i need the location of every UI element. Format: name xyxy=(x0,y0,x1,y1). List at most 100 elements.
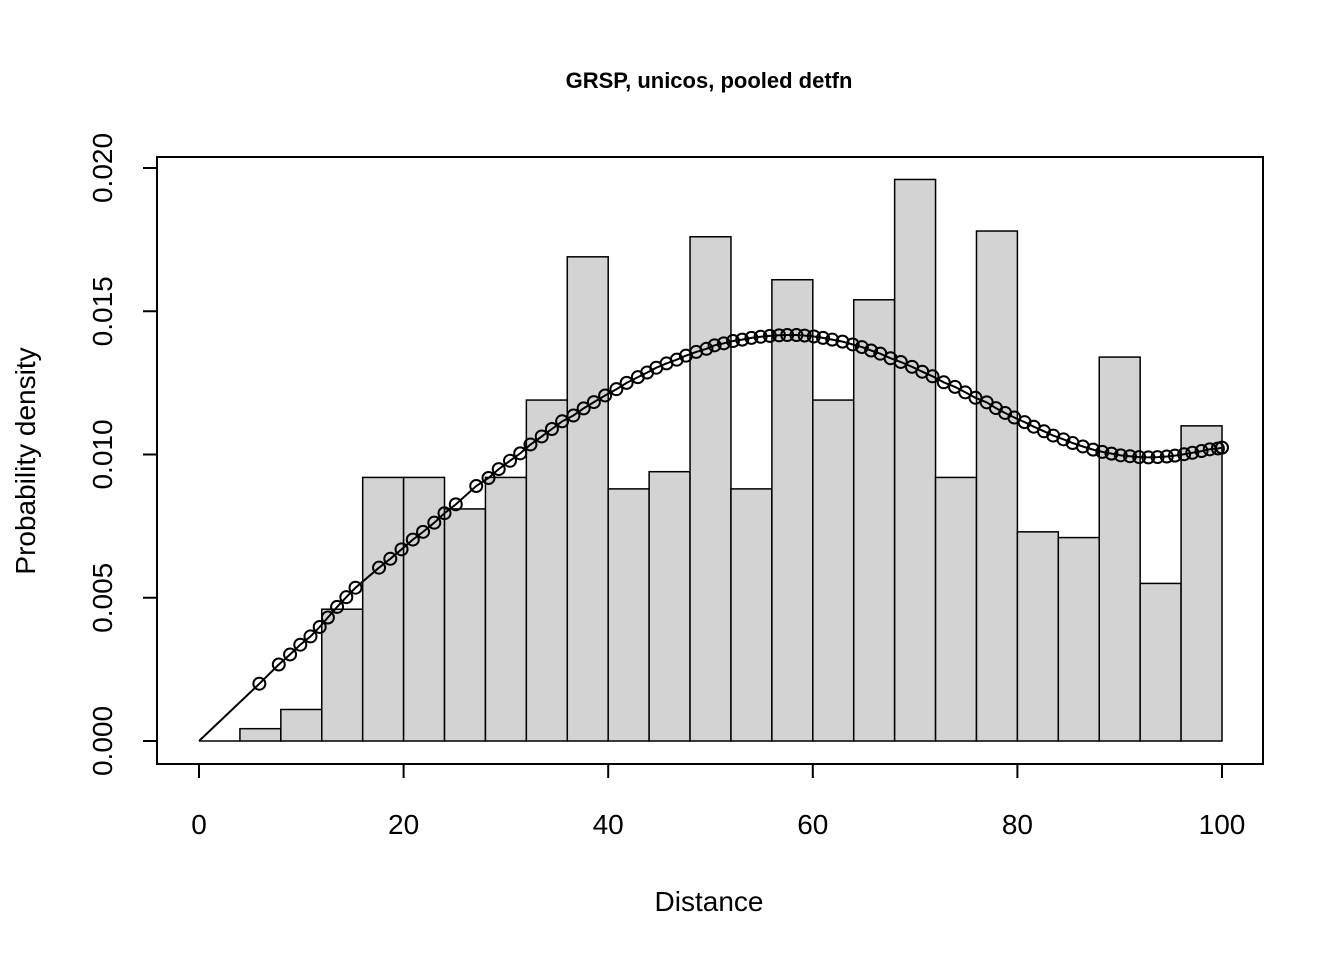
curve-point xyxy=(534,429,549,444)
curve-point xyxy=(544,422,559,437)
x-tick-label: 40 xyxy=(593,809,624,840)
curve-point xyxy=(271,657,286,672)
curve-point xyxy=(513,446,528,461)
curve-point xyxy=(348,580,363,595)
y-tick-label: 0.015 xyxy=(87,276,118,346)
histogram-bar xyxy=(280,708,323,742)
curve-point xyxy=(609,382,624,397)
curve-point xyxy=(780,328,795,343)
curve-point xyxy=(1104,446,1119,461)
curve-point xyxy=(330,599,345,614)
curve-point xyxy=(416,524,431,539)
histogram-bar xyxy=(607,488,650,742)
histogram-bar xyxy=(361,476,405,742)
curve-point xyxy=(303,629,318,644)
curve-point xyxy=(405,532,420,547)
curve-point xyxy=(753,329,768,344)
curve-point xyxy=(1086,442,1101,457)
histogram-bar xyxy=(402,476,446,742)
histogram-bar xyxy=(648,470,691,742)
y-axis-label: Probability density xyxy=(10,347,41,574)
curve-point xyxy=(797,328,812,343)
histogram-bar xyxy=(812,399,855,742)
curve-point xyxy=(383,551,398,566)
curve-point xyxy=(555,414,570,429)
curve-point xyxy=(762,328,777,343)
curve-point xyxy=(469,479,484,494)
curve-point xyxy=(735,332,750,347)
curve-point xyxy=(491,462,506,477)
histogram-bar xyxy=(321,608,364,742)
histogram-bar xyxy=(975,230,1019,742)
curve-point xyxy=(586,395,601,410)
histogram-bar xyxy=(525,399,569,742)
histogram-bar xyxy=(893,178,937,742)
curve-point xyxy=(1122,449,1137,464)
curve-point xyxy=(619,375,634,390)
curve-point xyxy=(481,470,496,485)
histogram-bar xyxy=(566,256,609,742)
y-tick-label: 0.000 xyxy=(87,706,118,776)
curve-point xyxy=(1141,450,1156,465)
curve-point xyxy=(598,388,613,403)
curve-point xyxy=(893,354,908,369)
curve-point xyxy=(726,334,741,349)
curve-point xyxy=(293,637,308,652)
curve-point xyxy=(1159,449,1174,464)
curve-point xyxy=(320,610,335,625)
curve-point xyxy=(523,437,538,452)
curve-point xyxy=(772,328,787,343)
x-tick-label: 0 xyxy=(191,809,207,840)
curve-point xyxy=(707,338,722,353)
curve-point xyxy=(789,328,804,343)
x-axis-label: Distance xyxy=(655,886,764,917)
histogram-bar xyxy=(443,508,487,742)
curve-point xyxy=(566,408,581,423)
curve-point xyxy=(427,515,442,530)
curve-point xyxy=(744,330,759,345)
curve-point xyxy=(864,343,879,358)
y-tick-label: 0.010 xyxy=(87,419,118,489)
curve-point xyxy=(925,369,940,384)
histogram-bar xyxy=(771,278,814,742)
curve-point xyxy=(437,506,452,521)
histogram-bar xyxy=(1098,356,1141,742)
curve-point xyxy=(394,542,409,557)
curve-point xyxy=(252,676,267,691)
histogram-bar xyxy=(934,476,978,742)
curve-point xyxy=(1113,448,1128,463)
curve-point xyxy=(1150,450,1165,465)
curve-point xyxy=(1167,448,1182,463)
fitted-density-curve xyxy=(198,328,1229,742)
curve-point xyxy=(1177,447,1192,462)
curve-point xyxy=(1185,445,1200,460)
curve-point xyxy=(576,401,591,416)
curve-point xyxy=(825,332,840,347)
y-tick-label: 0.005 xyxy=(87,563,118,633)
curve-point xyxy=(699,341,714,356)
histogram-bar xyxy=(1139,582,1182,742)
curve-point xyxy=(372,560,387,575)
curve-point xyxy=(1056,432,1071,447)
curve-point xyxy=(448,497,463,512)
curve-point xyxy=(816,330,831,345)
x-tick-label: 80 xyxy=(1002,809,1033,840)
histogram-bar xyxy=(730,488,773,742)
curve-point xyxy=(502,453,517,468)
curve-line xyxy=(198,334,1223,742)
y-axis: 0.000 0.005 0.010 0.015 0.020 xyxy=(87,133,158,776)
x-tick-label: 60 xyxy=(797,809,828,840)
curve-point xyxy=(854,340,869,355)
histogram-bars xyxy=(199,178,1223,742)
curve-point xyxy=(845,337,860,352)
curve-point xyxy=(1132,450,1147,465)
histogram-bar xyxy=(852,299,896,742)
curve-point xyxy=(806,329,821,344)
curve-point xyxy=(1215,440,1229,455)
curve-point xyxy=(283,647,298,662)
x-tick-label: 20 xyxy=(388,809,419,840)
histogram-bar xyxy=(689,236,732,742)
x-axis: 0 20 40 60 80 100 xyxy=(191,763,1245,840)
histogram-bar xyxy=(1016,531,1060,742)
